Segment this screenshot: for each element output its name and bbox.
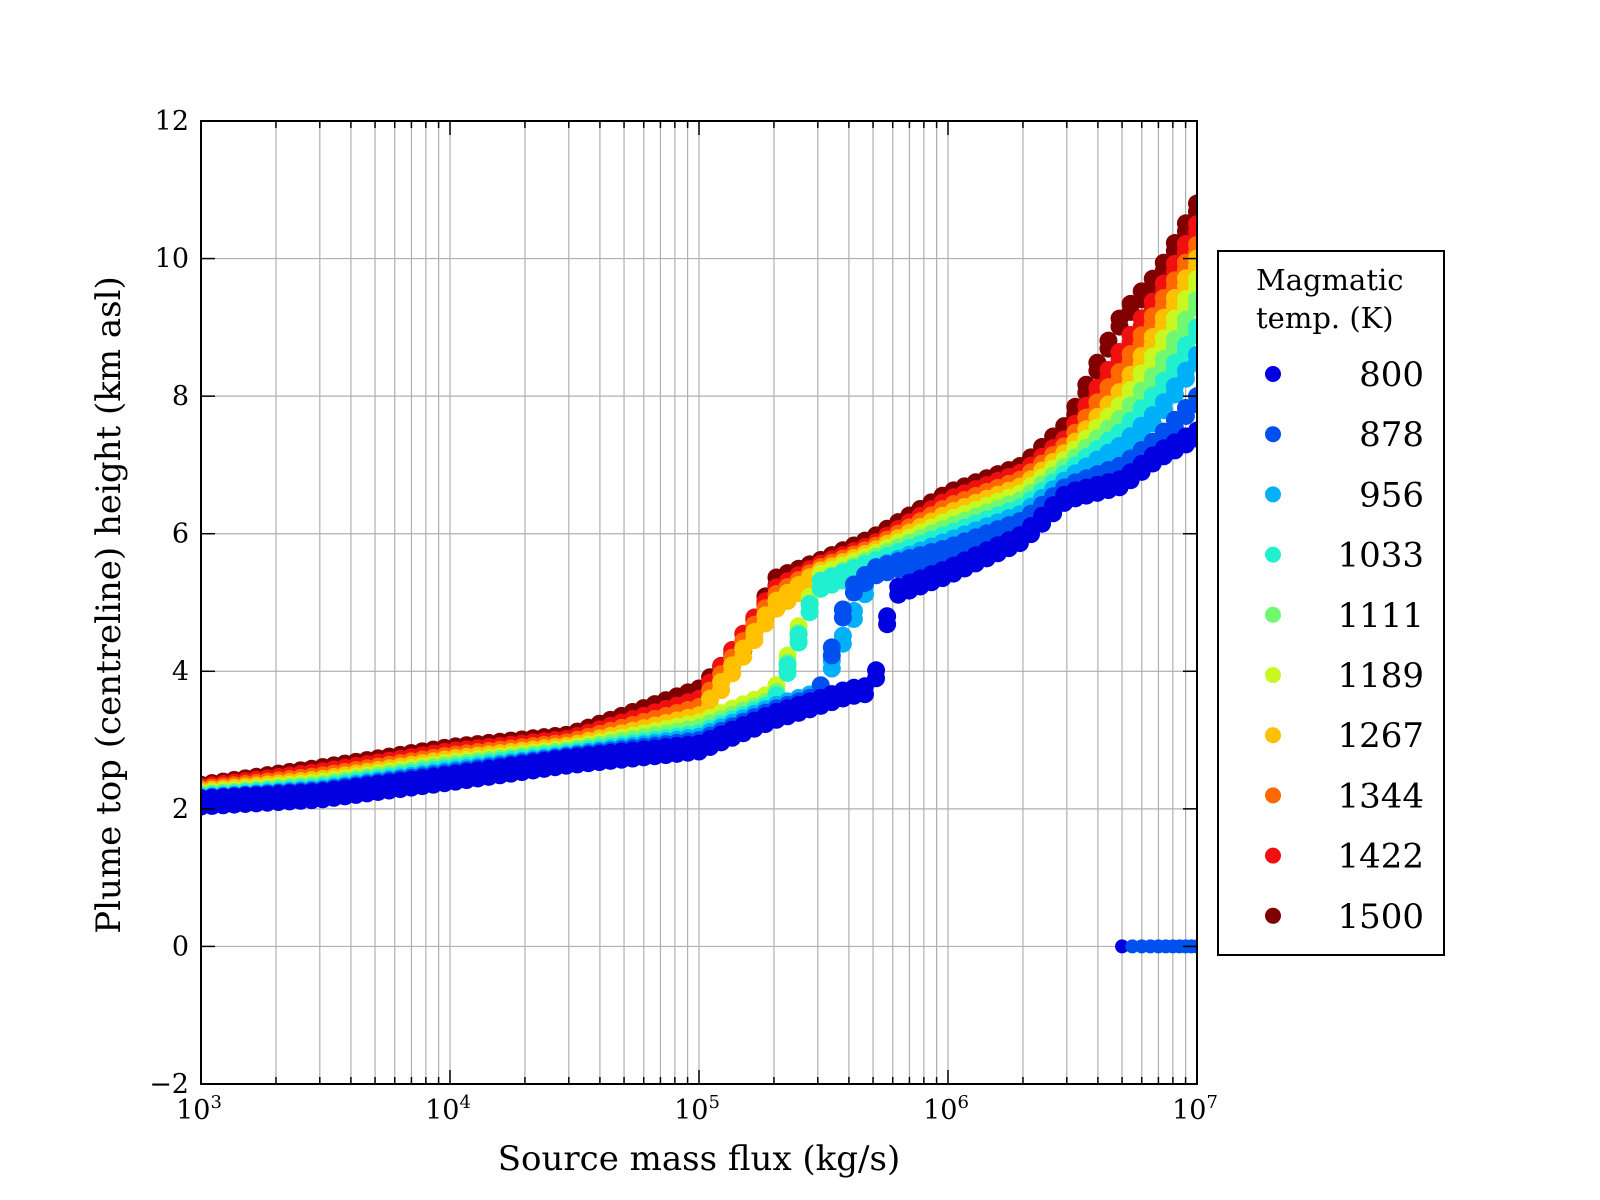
data-point xyxy=(778,663,797,682)
legend-label: 1033 xyxy=(1337,536,1424,576)
legend-marker xyxy=(1265,606,1281,623)
data-point xyxy=(867,669,886,688)
data-point xyxy=(822,659,841,678)
legend-title-line-1: Magmatic xyxy=(1256,263,1404,297)
legend-entry: 1111 xyxy=(1265,596,1424,636)
ticks: 103 104 105 106 107 −2 0 2 4 6 8 10 12 xyxy=(149,106,1218,1126)
data-point xyxy=(1188,395,1197,414)
legend-label: 1422 xyxy=(1337,837,1424,877)
legend-label: 956 xyxy=(1359,475,1424,515)
legend-box xyxy=(1217,250,1445,956)
legend-label: 1111 xyxy=(1337,596,1424,636)
y-axis-label: Plume top (centreline) height (km asl) xyxy=(89,276,129,934)
y-tick-label: 8 xyxy=(172,381,189,412)
legend-marker xyxy=(1265,727,1281,744)
data-point xyxy=(789,633,808,652)
x-tick-label: 107 xyxy=(1172,1092,1218,1126)
legend-label: 878 xyxy=(1359,415,1424,455)
legend-entry: 1500 xyxy=(1265,897,1424,937)
data-points xyxy=(201,194,1197,954)
legend-marker xyxy=(1265,787,1281,804)
legend-marker xyxy=(1265,486,1281,503)
legend-label: 800 xyxy=(1359,355,1424,395)
data-point xyxy=(822,646,841,665)
legend-entry: 1267 xyxy=(1265,716,1424,756)
y-tick-label: 6 xyxy=(172,519,189,550)
data-point xyxy=(1188,429,1197,448)
x-tick-label: 104 xyxy=(425,1092,471,1126)
data-point xyxy=(712,680,731,699)
legend-marker xyxy=(1265,366,1281,382)
data-point xyxy=(1176,369,1195,388)
x-tick-label: 105 xyxy=(674,1092,720,1126)
legend-label: 1500 xyxy=(1337,897,1424,937)
y-tick-label: 2 xyxy=(172,794,189,825)
data-point xyxy=(856,685,874,704)
y-tick-label: 10 xyxy=(155,244,189,275)
y-tick-label: −2 xyxy=(149,1069,189,1100)
data-point xyxy=(1176,406,1195,425)
legend-entry: 956 xyxy=(1265,475,1424,515)
data-point xyxy=(723,664,742,683)
legend-items: 800 878 956 1033 1111 1189 1267 1344 1422 1500 xyxy=(1265,355,1424,937)
grid xyxy=(201,121,1197,1084)
y-tick-label: 0 xyxy=(172,931,189,962)
legend-label: 1344 xyxy=(1337,776,1424,816)
x-tick-label: 103 xyxy=(176,1092,222,1126)
legend-label: 1267 xyxy=(1337,716,1424,756)
data-point xyxy=(1188,326,1197,345)
data-point xyxy=(1188,298,1197,317)
legend-marker xyxy=(1265,426,1281,443)
legend-title-line-2: temp. (K) xyxy=(1256,301,1394,335)
legend-entry: 878 xyxy=(1265,415,1424,455)
zero-data-point xyxy=(1115,939,1130,954)
data-point xyxy=(800,603,819,622)
series-800 xyxy=(201,421,1197,816)
legend-entry: 1344 xyxy=(1265,776,1424,816)
legend-marker xyxy=(1265,907,1281,924)
y-tick-label: 4 xyxy=(172,656,189,687)
data-point xyxy=(756,614,775,633)
data-point xyxy=(734,647,753,666)
legend: Magmatic temp. (K) 800 878 956 1033 1111 1189… xyxy=(1217,250,1445,956)
y-tick-label: 12 xyxy=(155,106,189,137)
legend-entry: 800 xyxy=(1265,355,1424,395)
data-point xyxy=(833,608,852,627)
x-tick-label: 106 xyxy=(923,1092,969,1126)
legend-entry: 1422 xyxy=(1265,837,1424,877)
legend-entry: 1033 xyxy=(1265,536,1424,576)
data-point xyxy=(745,631,764,650)
legend-entry: 1189 xyxy=(1265,656,1424,696)
x-axis-label: Source mass flux (kg/s) xyxy=(498,1139,900,1179)
legend-label: 1189 xyxy=(1337,656,1424,696)
data-point xyxy=(1188,353,1197,372)
data-point xyxy=(878,615,897,634)
data-point xyxy=(1165,385,1184,404)
legend-marker xyxy=(1265,546,1281,563)
legend-marker xyxy=(1265,667,1281,683)
legend-marker xyxy=(1265,847,1281,864)
